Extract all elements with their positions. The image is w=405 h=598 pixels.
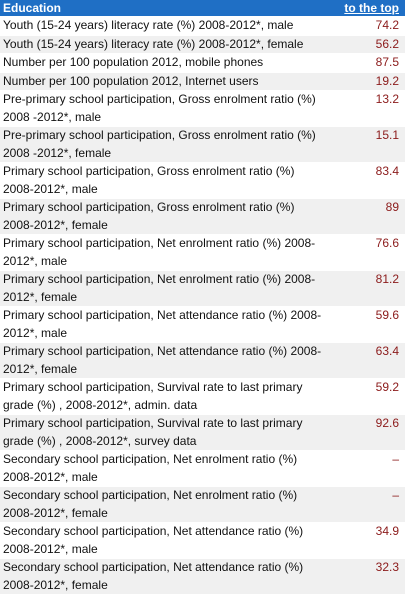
table-row: Primary school participation, Net enrolm… [0,270,405,307]
row-label: Secondary school participation, Net enro… [0,450,330,487]
row-value: 81.2 [330,270,405,307]
table-row: Primary school participation, Net attend… [0,306,405,343]
row-value: 34.9 [330,522,405,559]
row-value: 59.6 [330,306,405,343]
row-value: 92.6 [330,414,405,451]
table-row: Number per 100 population 2012, Internet… [0,71,405,91]
table-row: Secondary school participation, Net enro… [0,486,405,523]
row-label: Primary school participation, Survival r… [0,414,330,451]
row-label: Secondary school participation, Net enro… [0,486,330,523]
row-value: 63.4 [330,342,405,379]
row-label: Primary school participation, Net attend… [0,306,330,343]
row-value: 32.3 [330,558,405,594]
table-row: Pre-primary school participation, Gross … [0,126,405,163]
row-value: 13.2 [330,90,405,127]
table-row: Primary school participation, Survival r… [0,414,405,451]
table-row: Youth (15-24 years) literacy rate (%) 20… [0,34,405,54]
row-value: – [330,486,405,523]
row-label: Primary school participation, Survival r… [0,378,330,415]
table-row: Secondary school participation, Net atte… [0,522,405,559]
row-value: 87.5 [330,53,405,72]
to-the-top-link[interactable]: to the top [344,1,399,15]
row-label: Primary school participation, Gross enro… [0,198,330,235]
row-label: Youth (15-24 years) literacy rate (%) 20… [0,16,330,35]
table-row: Primary school participation, Gross enro… [0,198,405,235]
row-value: 89 [330,198,405,235]
section-title: Education [0,0,330,17]
table-row: Secondary school participation, Net enro… [0,450,405,487]
row-value: 19.2 [330,71,405,91]
row-value: 83.4 [330,162,405,199]
row-label: Primary school participation, Net enrolm… [0,234,330,271]
row-label: Primary school participation, Net attend… [0,342,330,379]
table-row: Primary school participation, Survival r… [0,378,405,415]
row-label: Primary school participation, Net enrolm… [0,270,330,307]
table-row: Youth (15-24 years) literacy rate (%) 20… [0,16,405,35]
row-value: 15.1 [330,126,405,163]
table-row: Pre-primary school participation, Gross … [0,90,405,127]
row-label: Number per 100 population 2012, Internet… [0,71,330,91]
row-label: Pre-primary school participation, Gross … [0,126,330,163]
table-row: Primary school participation, Net enrolm… [0,234,405,271]
row-label: Secondary school participation, Net atte… [0,522,330,559]
row-value: 59.2 [330,378,405,415]
row-value: 74.2 [330,16,405,35]
table-row: Primary school participation, Net attend… [0,342,405,379]
table-row: Number per 100 population 2012, mobile p… [0,53,405,72]
row-value: 56.2 [330,34,405,54]
row-value: – [330,450,405,487]
row-label: Youth (15-24 years) literacy rate (%) 20… [0,34,330,54]
table-row: Primary school participation, Gross enro… [0,162,405,199]
table-row: Secondary school participation, Net atte… [0,558,405,594]
row-label: Secondary school participation, Net atte… [0,558,330,594]
row-label: Number per 100 population 2012, mobile p… [0,53,330,72]
row-label: Pre-primary school participation, Gross … [0,90,330,127]
table-header-row: Education to the top [0,0,405,17]
row-label: Primary school participation, Gross enro… [0,162,330,199]
row-value: 76.6 [330,234,405,271]
